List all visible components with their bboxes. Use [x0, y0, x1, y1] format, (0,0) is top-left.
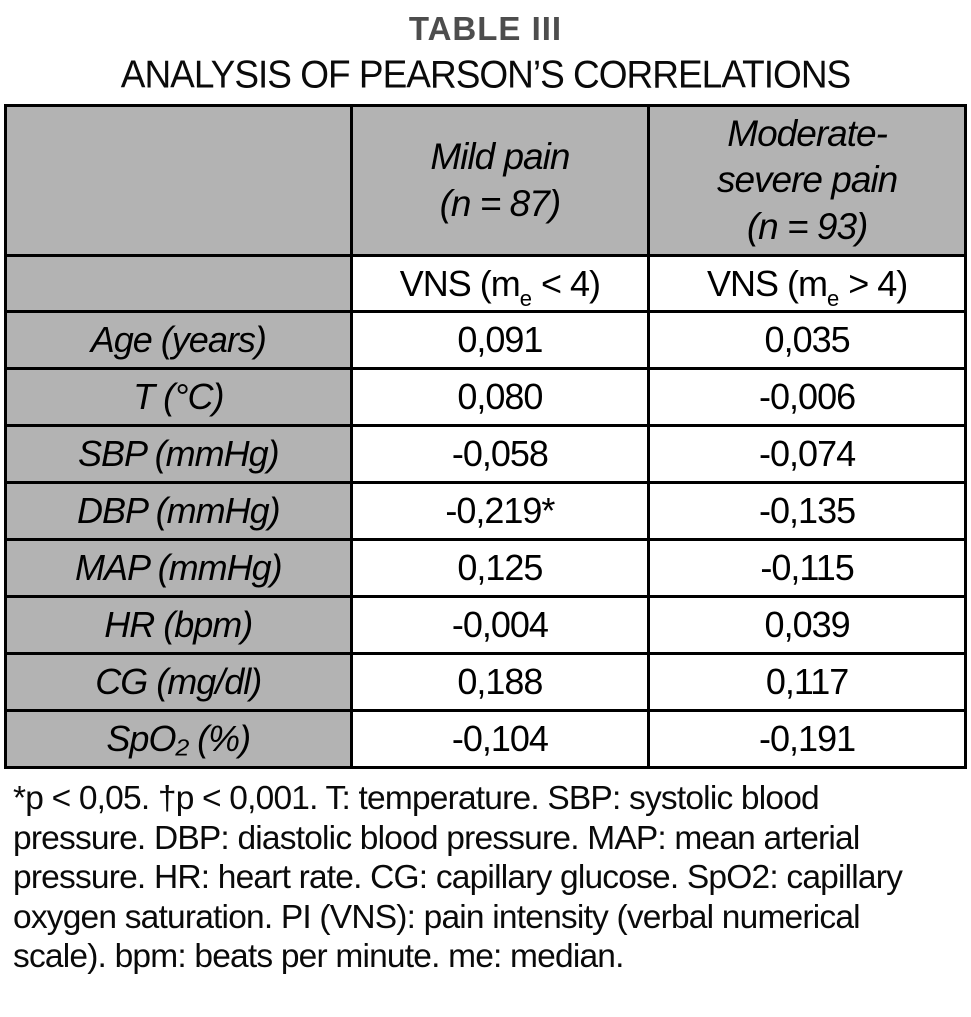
table-row-map: MAP (mmHg) 0,125 -0,115 — [4, 538, 967, 598]
cell-value: -0,004 — [349, 595, 651, 655]
subheader-empty-cell — [4, 254, 353, 313]
cell-value: -0,104 — [349, 709, 651, 769]
row-label: SpO₂ (%) — [4, 709, 353, 769]
cell-value: 0,080 — [349, 367, 651, 427]
col-header-line: severe pain — [716, 159, 898, 201]
vns-text: > 4) — [839, 262, 908, 304]
col-header-line: Mild pain — [430, 136, 570, 178]
vns-text: < 4) — [531, 262, 601, 304]
table-row-cg: CG (mg/dl) 0,188 0,117 — [4, 652, 967, 712]
row-label: T (°C) — [4, 367, 353, 427]
group-header-row: Mild pain (n = 87) Moderate- severe pain… — [4, 104, 967, 257]
table-row-hr: HR (bpm) -0,004 0,039 — [4, 595, 967, 655]
row-label: HR (bpm) — [4, 595, 353, 655]
cell-value: -0,058 — [349, 424, 651, 484]
col-header-line: (n = 87) — [439, 182, 562, 224]
row-label: Age (years) — [4, 310, 353, 370]
table-footnote: *p < 0,05. †p < 0,001. T: temperature. S… — [13, 780, 903, 976]
table-row-spo2: SpO₂ (%) -0,104 -0,191 — [4, 709, 967, 769]
table-row-age: Age (years) 0,091 0,035 — [4, 310, 967, 370]
median-subscript: e — [519, 285, 532, 311]
row-label: CG (mg/dl) — [4, 652, 353, 712]
corner-cell — [4, 104, 353, 257]
cell-value: 0,117 — [647, 652, 967, 712]
subheader-vns-moderate-severe: VNS (me > 4) — [647, 254, 967, 313]
median-subscript: e — [826, 285, 840, 311]
col-header-line: (n = 93) — [746, 205, 869, 247]
cell-value: -0,219* — [349, 481, 651, 541]
cell-value: 0,035 — [647, 310, 967, 370]
table-row-sbp: SBP (mmHg) -0,058 -0,074 — [4, 424, 967, 484]
subheader-row: VNS (me < 4) VNS (me > 4) — [4, 254, 967, 313]
col-header-line: Moderate- — [727, 113, 888, 155]
subheader-vns-mild: VNS (me < 4) — [349, 254, 651, 313]
row-label: SBP (mmHg) — [4, 424, 353, 484]
cell-value: 0,091 — [349, 310, 651, 370]
col-header-moderate-severe-pain: Moderate- severe pain (n = 93) — [647, 104, 967, 257]
cell-value: -0,115 — [647, 538, 967, 598]
table-row-temperature: T (°C) 0,080 -0,006 — [4, 367, 967, 427]
cell-value: 0,039 — [647, 595, 967, 655]
cell-value: 0,188 — [349, 652, 651, 712]
table-number: TABLE III — [408, 10, 563, 47]
correlations-table: Mild pain (n = 87) Moderate- severe pain… — [4, 104, 967, 769]
table-title: ANALYSIS OF PEARSON’S CORRELATIONS — [120, 52, 851, 96]
vns-text: VNS (m — [399, 262, 521, 304]
row-label: DBP (mmHg) — [4, 481, 353, 541]
col-header-mild-pain: Mild pain (n = 87) — [349, 104, 651, 257]
table-row-dbp: DBP (mmHg) -0,219* -0,135 — [4, 481, 967, 541]
row-label: MAP (mmHg) — [4, 538, 353, 598]
cell-value: -0,006 — [647, 367, 967, 427]
cell-value: -0,074 — [647, 424, 967, 484]
cell-value: -0,191 — [647, 709, 967, 769]
cell-value: -0,135 — [647, 481, 967, 541]
vns-text: VNS (m — [706, 262, 828, 304]
cell-value: 0,125 — [349, 538, 651, 598]
